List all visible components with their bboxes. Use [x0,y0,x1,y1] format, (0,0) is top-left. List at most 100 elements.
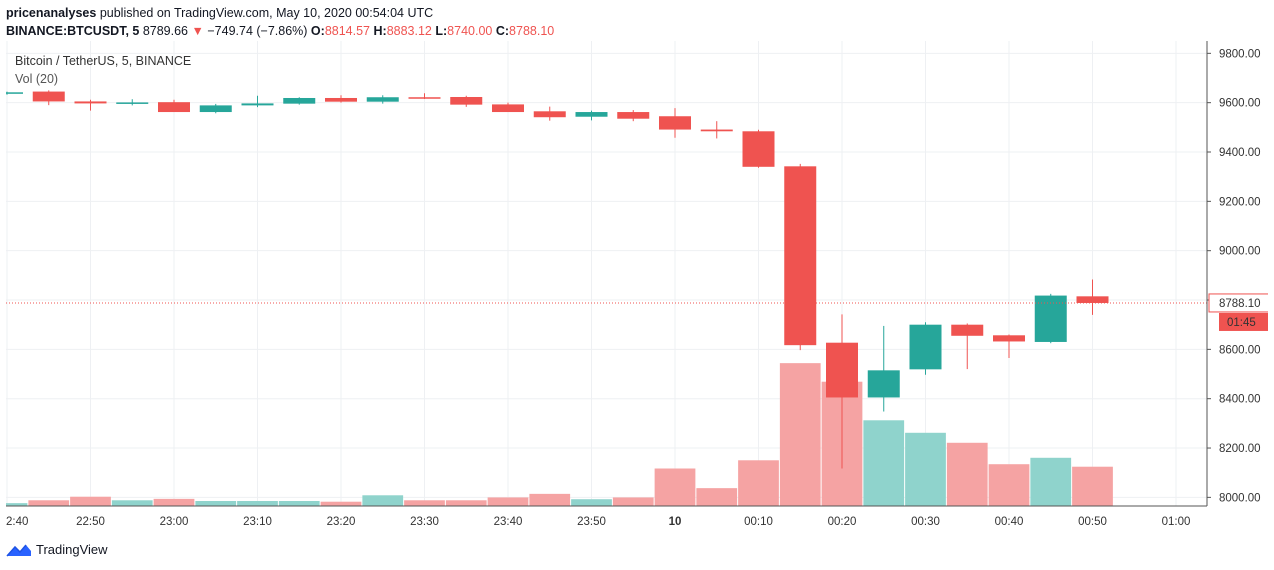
x-tick-label: 23:10 [243,516,272,528]
volume-legend[interactable]: Vol (20) [15,72,59,86]
volume-bar [445,500,487,506]
countdown-label: 01:45 [1227,317,1256,329]
volume-bar [487,497,529,506]
chart-legend: Bitcoin / TetherUS, 5, BINANCE Vol (20) [15,52,191,88]
y-tick-label: 8200.00 [1219,443,1261,455]
x-tick-label: 23:40 [494,516,523,528]
volume-bar [195,501,237,506]
candle-body [575,112,608,117]
volume-bar [70,496,111,506]
x-tick-label: 01:00 [1162,516,1191,528]
candle-body [283,97,316,104]
countdown-badge [1219,312,1268,331]
volume-bar [237,501,278,506]
current-price-badge [1208,293,1268,313]
candle-body [659,116,691,130]
y-tick-label: 9200.00 [1219,196,1261,208]
candle-body [116,102,149,104]
volume-bar [362,495,404,506]
close-value: 8788.10 [509,24,555,38]
x-tick-label: 23:20 [327,516,356,528]
candle-body [366,97,399,102]
volume-bar [738,460,779,506]
candle-body [867,370,900,398]
x-tick-label: 23:00 [160,516,189,528]
x-tick-label: 2:40 [6,516,28,528]
close-label: C: [495,24,510,38]
volume-bar [1030,457,1072,506]
low-value: 8740.00 [447,24,493,38]
y-tick-label: 9000.00 [1219,246,1261,258]
publish-line: pricenanalyses published on TradingView.… [6,4,554,22]
candle-body [199,105,232,113]
candle-body [993,335,1025,342]
publish-info: published on TradingView.com, May 10, 20… [99,6,434,20]
candle-body [241,103,274,106]
legend-title[interactable]: Bitcoin / TetherUS, 5, BINANCE [15,54,192,68]
volume-bar [404,500,445,506]
volume-bar [6,503,28,506]
open-value: 8814.57 [324,24,370,38]
x-tick-label: 10 [669,516,682,528]
volume-bar [946,442,988,506]
y-tick-label: 9600.00 [1219,98,1261,110]
candle-body [951,324,984,336]
candle-body [325,97,357,102]
low-label: L: [435,24,448,38]
candle-body [700,129,733,132]
volume-bar [529,493,571,506]
current-price-label: 8788.10 [1219,298,1261,310]
x-tick-label: 00:30 [911,516,940,528]
candle-body [492,104,524,113]
candle-body [74,101,107,104]
x-tick-label: 00:20 [828,516,857,528]
last-price: 8789.66 [142,24,189,38]
high-value: 8883.12 [386,24,432,38]
candle-body [1076,296,1109,303]
volume-bar [571,499,612,506]
volume-bar [779,363,821,506]
tradingview-logo-icon [6,544,31,556]
volume-bar [863,420,905,506]
open-label: O: [310,24,325,38]
footer-brand-label: TradingView [36,542,108,557]
y-tick-label: 9800.00 [1219,48,1261,60]
footer-brand[interactable]: TradingView [6,542,108,557]
y-tick-label: 8600.00 [1219,344,1261,356]
chart-area[interactable]: 9800.009600.009400.009200.009000.008800.… [6,41,1268,536]
price-change: −749.74 (−7.86%) [207,24,308,38]
author-name[interactable]: pricenanalyses [6,6,97,20]
symbol-name: BINANCE:BTCUSDT, 5 [6,24,140,38]
x-tick-label: 23:30 [410,516,439,528]
candle-body [617,112,650,119]
symbol-line: BINANCE:BTCUSDT, 5 8789.66 ▼ −749.74 (−7… [6,22,554,40]
volume-bar [988,464,1030,506]
volume-bar [612,497,654,506]
candle-body [826,342,858,398]
y-tick-label: 8400.00 [1219,394,1261,406]
x-tick-label: 00:40 [995,516,1024,528]
candlestick-chart[interactable]: 9800.009600.009400.009200.009000.008800.… [6,41,1268,536]
volume-bar [320,501,362,506]
candle-body [408,97,441,99]
candle-body [6,92,23,94]
chart-header: pricenanalyses published on TradingView.… [6,4,554,40]
volume-bar [278,501,320,506]
candle-body [32,91,65,102]
candle-body [784,166,817,346]
volume-bar [696,488,738,506]
candle-body [158,102,190,113]
y-tick-label: 8000.00 [1219,492,1261,504]
volume-bar [28,500,70,506]
volume-bar [1072,466,1113,506]
y-tick-label: 9400.00 [1219,147,1261,159]
x-tick-label: 23:50 [577,516,606,528]
candle-body [742,131,775,167]
x-tick-label: 00:10 [744,516,773,528]
volume-bar [654,468,696,506]
candle-body [909,324,942,370]
high-label: H: [373,24,387,38]
candle-body [450,96,483,105]
volume-bar [153,498,195,506]
down-arrow-icon: ▼ [191,24,204,38]
